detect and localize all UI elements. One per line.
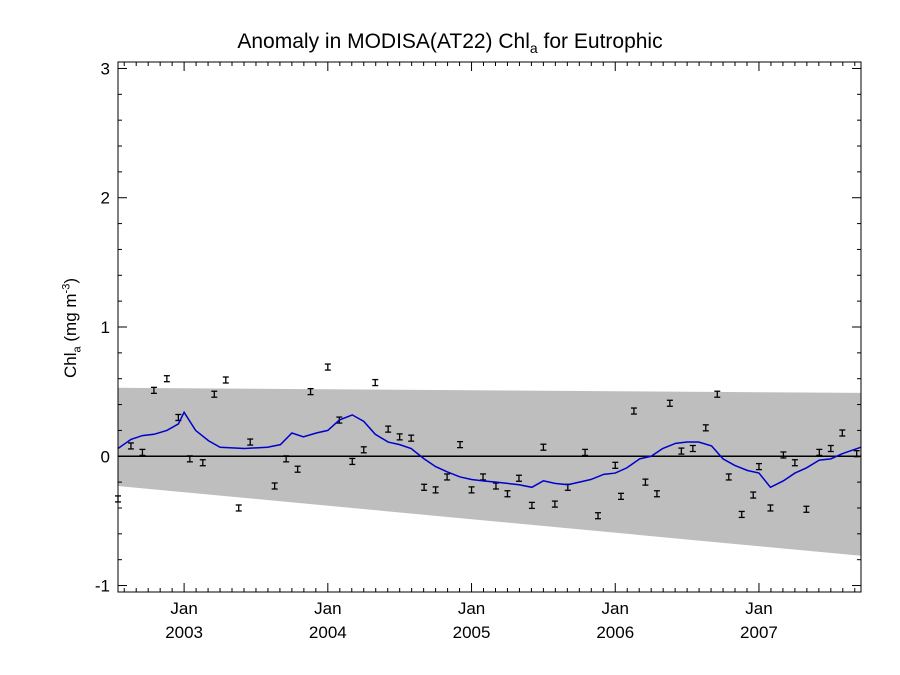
data-point [504,490,511,498]
chart-title: Anomaly in MODISA(AT22) Chla for Eutroph… [0,30,900,56]
y-tick-label: 1 [101,318,110,337]
data-point [612,461,619,469]
data-point [714,390,721,398]
data-point [653,490,660,498]
x-tick-label-year: 2007 [740,623,778,642]
data-point [211,390,218,398]
data-point [360,446,367,454]
x-tick-label-month: Jan [458,599,485,618]
data-point [750,491,757,499]
data-point [457,440,464,449]
data-point [595,512,602,520]
data-point [755,462,762,471]
chart-title-subscript: a [529,40,538,57]
data-point [307,387,314,396]
x-axis: Jan 2003 Jan 2004 Jan 2005 Jan 2006 Jan 2007 [123,62,856,642]
data-point [582,448,589,457]
data-point [283,455,290,463]
data-point [186,455,193,463]
data-point [738,510,745,519]
data-point [247,438,254,446]
data-point [444,473,451,481]
data-point [468,486,475,494]
data-point [689,444,696,453]
x-tick-label-month: Jan [602,599,629,618]
data-point [163,375,170,383]
data-point [349,457,356,466]
data-point [271,482,278,490]
x-tick-label-month: Jan [170,599,197,618]
x-tick-label-month: Jan [745,599,772,618]
x-tick-label-year: 2003 [165,623,203,642]
data-point [725,473,732,481]
x-tick-label-year: 2005 [453,623,491,642]
envelope-band [118,387,861,556]
x-tick-label-year: 2004 [309,623,347,642]
data-point [839,429,846,437]
data-point [630,407,637,415]
data-point [617,492,624,500]
data-point [199,459,206,467]
x-tick-label-year: 2006 [596,623,634,642]
data-point [702,424,709,432]
y-tick-label: -1 [95,577,110,596]
data-point [222,376,229,384]
x-tick-label-month: Jan [314,599,341,618]
data-point [324,363,331,371]
data-point [235,504,242,512]
data-point [642,478,649,486]
data-point [540,443,547,451]
data-point [678,447,685,455]
trend-line [117,410,862,489]
data-point [767,504,774,512]
data-point [421,483,428,491]
chart-title-tail: for Eutrophic [537,30,663,53]
data-point [791,459,798,467]
y-axis: -1 0 1 2 3 [95,59,861,596]
y-tick-label: 0 [101,447,110,466]
data-point [827,444,834,453]
data-point [432,486,439,494]
data-point [372,378,379,387]
data-point [528,501,535,510]
y-tick-label: 2 [101,189,110,208]
chart-title-main: Anomaly in MODISA(AT22) Chl [237,30,530,53]
y-tick-label: 3 [101,59,110,78]
data-point [780,451,787,459]
data-point [408,434,415,442]
data-point [396,433,403,441]
data-point [803,505,810,513]
data-point [150,386,157,394]
data-point [551,500,558,508]
data-point [294,465,301,473]
data-point [127,442,134,450]
data-point [515,474,522,482]
data-points-group [115,363,860,520]
data-point [666,399,673,407]
data-point [139,448,146,457]
data-point [385,425,392,433]
data-point [816,448,823,457]
